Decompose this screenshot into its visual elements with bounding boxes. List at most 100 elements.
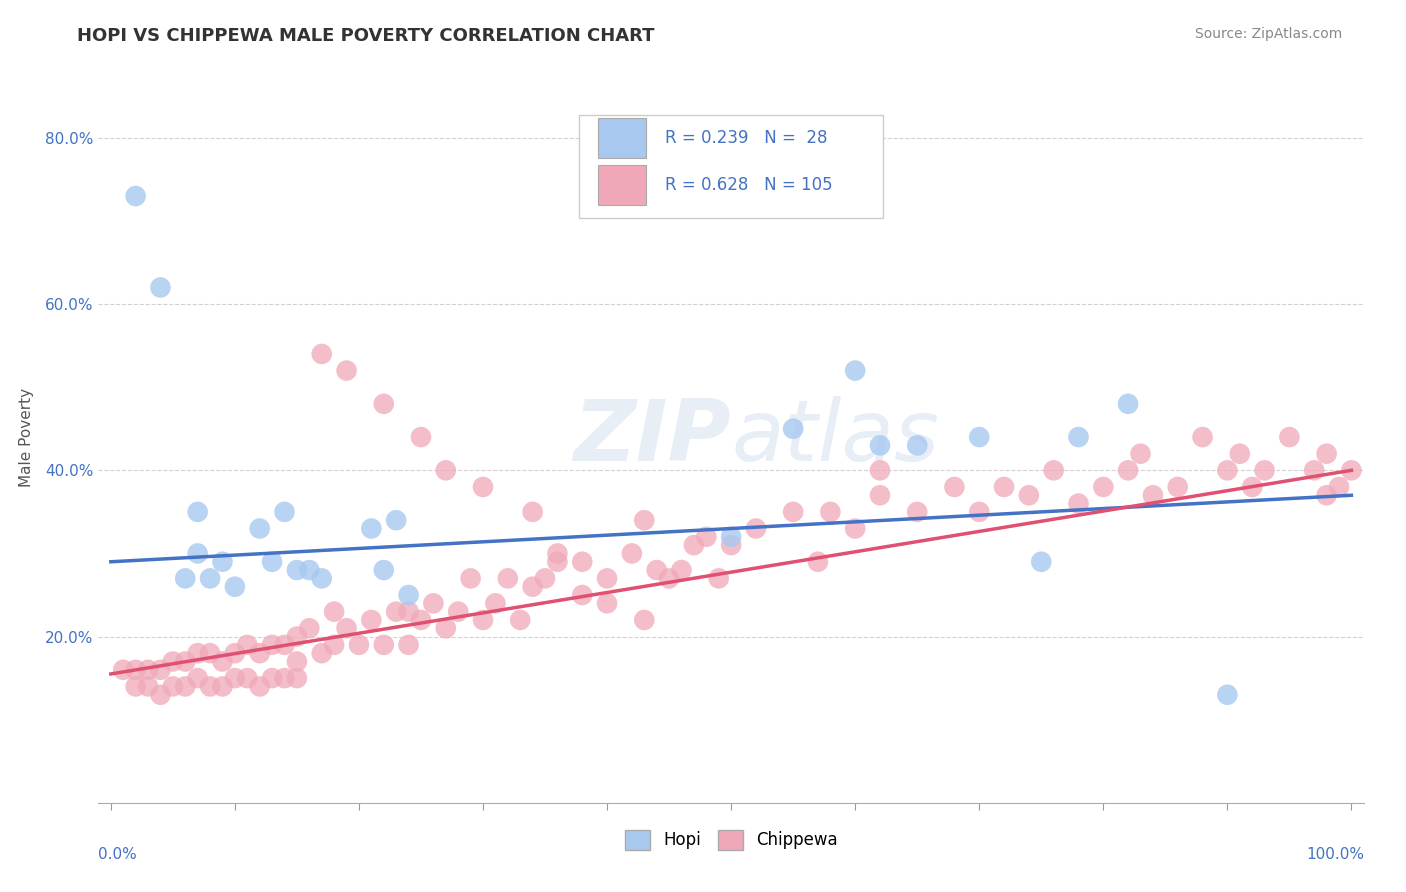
Point [385, 513, 408, 527]
Point [236, 671, 259, 685]
Point [1253, 463, 1275, 477]
Point [434, 621, 457, 635]
Point [211, 655, 233, 669]
Point [273, 638, 295, 652]
Point [1303, 463, 1326, 477]
Point [633, 613, 655, 627]
Y-axis label: Male Poverty: Male Poverty [18, 387, 34, 487]
Point [124, 189, 146, 203]
Point [683, 538, 706, 552]
Text: HOPI VS CHIPPEWA MALE POVERTY CORRELATION CHART: HOPI VS CHIPPEWA MALE POVERTY CORRELATIO… [77, 27, 655, 45]
Point [496, 571, 519, 585]
Text: 0.0%: 0.0% [98, 847, 138, 862]
Point [534, 571, 557, 585]
Point [596, 571, 619, 585]
Point [311, 347, 333, 361]
Point [236, 638, 259, 652]
Point [720, 530, 742, 544]
Point [1092, 480, 1115, 494]
Point [1042, 463, 1064, 477]
Point [174, 680, 197, 694]
Point [262, 638, 284, 652]
Point [1316, 447, 1339, 461]
Point [373, 638, 395, 652]
Point [1278, 430, 1301, 444]
Point [311, 571, 333, 585]
Point [285, 671, 308, 685]
Point [162, 680, 184, 694]
Point [596, 596, 619, 610]
Point [187, 646, 209, 660]
Point [398, 588, 420, 602]
Point [422, 596, 444, 610]
Point [124, 663, 146, 677]
Point [335, 363, 357, 377]
Point [149, 280, 172, 294]
Point [211, 555, 233, 569]
Point [1191, 430, 1213, 444]
Point [409, 430, 432, 444]
Point [360, 521, 382, 535]
Point [447, 605, 470, 619]
Point [273, 505, 295, 519]
Bar [599, 165, 647, 205]
Point [484, 596, 506, 610]
Point [249, 521, 271, 535]
Point [509, 613, 531, 627]
Point [671, 563, 693, 577]
Point [571, 588, 593, 602]
Legend: Hopi, Chippewa: Hopi, Chippewa [619, 823, 844, 856]
Point [262, 671, 284, 685]
Point [149, 688, 172, 702]
Point [409, 613, 432, 627]
Point [844, 363, 866, 377]
Point [373, 563, 395, 577]
Point [434, 463, 457, 477]
Point [869, 463, 891, 477]
Point [1067, 430, 1090, 444]
Point [136, 663, 159, 677]
Point [869, 488, 891, 502]
Point [472, 613, 495, 627]
Point [1167, 480, 1189, 494]
Point [124, 680, 146, 694]
Point [187, 505, 209, 519]
Point [472, 480, 495, 494]
Bar [599, 118, 647, 158]
Point [1018, 488, 1040, 502]
Point [993, 480, 1015, 494]
Point [311, 646, 333, 660]
Point [782, 505, 804, 519]
Text: Source: ZipAtlas.com: Source: ZipAtlas.com [1195, 27, 1343, 41]
Point [1216, 688, 1239, 702]
Point [273, 671, 295, 685]
Point [149, 663, 172, 677]
Point [347, 638, 370, 652]
Point [844, 521, 866, 535]
Point [707, 571, 730, 585]
Point [546, 555, 568, 569]
Point [905, 505, 928, 519]
Point [869, 438, 891, 452]
Point [658, 571, 681, 585]
Text: 100.0%: 100.0% [1306, 847, 1364, 862]
Point [285, 630, 308, 644]
Point [298, 621, 321, 635]
Point [1067, 497, 1090, 511]
Point [820, 505, 842, 519]
Point [1229, 447, 1251, 461]
Point [620, 546, 643, 560]
Point [249, 646, 271, 660]
Point [285, 563, 308, 577]
Point [460, 571, 482, 585]
Point [162, 655, 184, 669]
Point [360, 613, 382, 627]
Point [298, 563, 321, 577]
Point [187, 671, 209, 685]
Point [1031, 555, 1053, 569]
Point [943, 480, 966, 494]
Text: R = 0.239   N =  28: R = 0.239 N = 28 [665, 129, 828, 147]
Point [967, 505, 990, 519]
Point [174, 571, 197, 585]
Point [1216, 463, 1239, 477]
